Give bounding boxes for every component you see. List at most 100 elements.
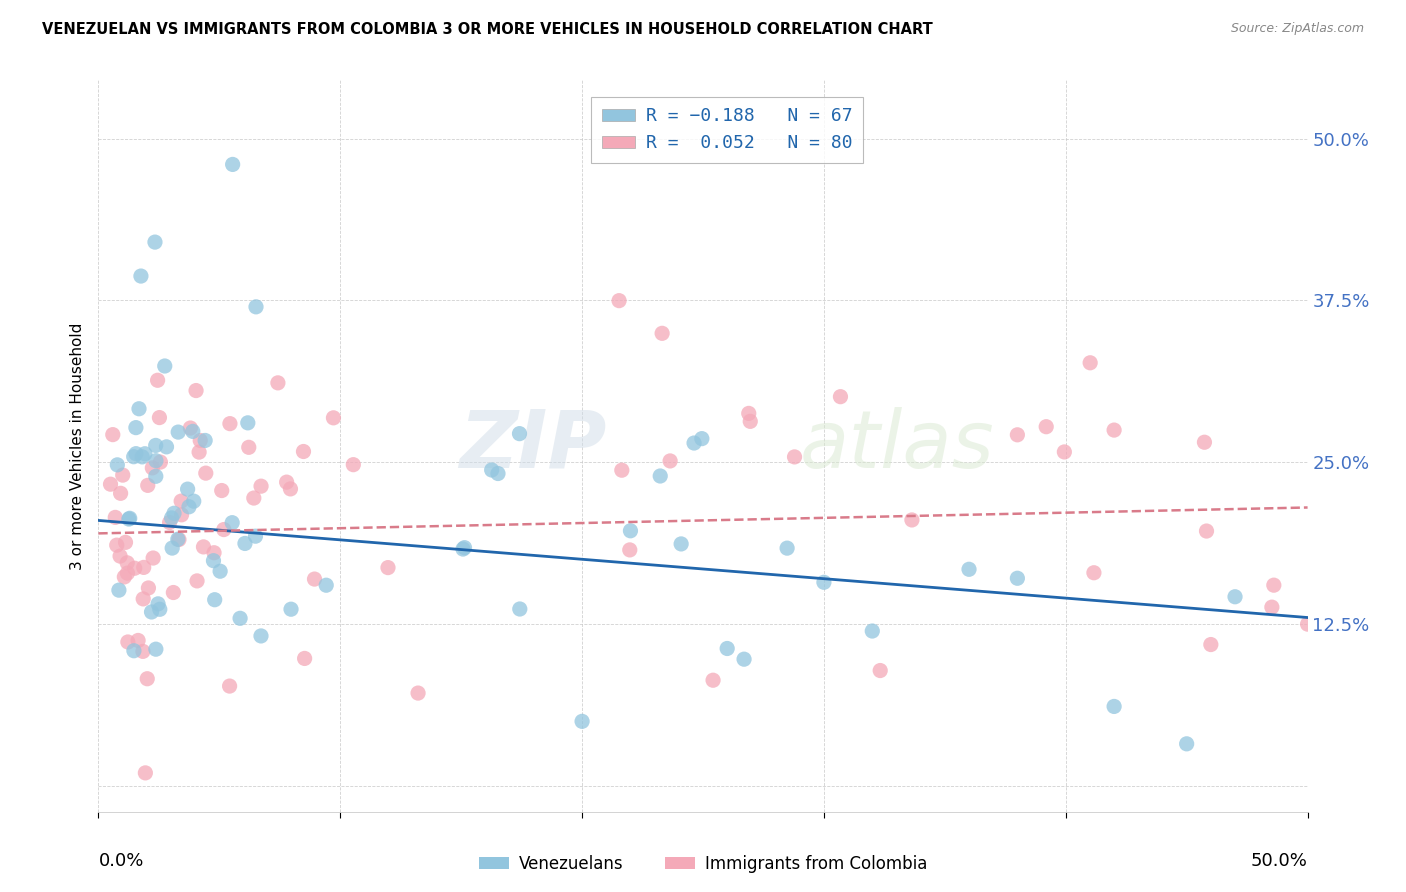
Point xyxy=(292,444,315,458)
Point xyxy=(145,453,167,467)
Point xyxy=(136,478,159,492)
Point xyxy=(138,581,160,595)
Point xyxy=(406,686,429,700)
Point xyxy=(776,541,799,556)
Point xyxy=(136,672,159,686)
Point xyxy=(1223,590,1246,604)
Point xyxy=(149,455,172,469)
Point xyxy=(188,445,211,459)
Point xyxy=(650,469,672,483)
Point xyxy=(167,425,190,439)
Point xyxy=(117,566,139,581)
Point xyxy=(145,438,167,452)
Point xyxy=(294,651,316,665)
Point xyxy=(193,540,215,554)
Point xyxy=(145,469,167,483)
Point xyxy=(1199,638,1222,652)
Point xyxy=(619,524,641,538)
Point xyxy=(607,293,630,308)
Point xyxy=(238,440,260,454)
Point xyxy=(860,624,883,638)
Point xyxy=(115,556,138,570)
Point xyxy=(1102,699,1125,714)
Point xyxy=(304,572,326,586)
Point xyxy=(146,597,169,611)
Point xyxy=(508,426,530,441)
Point xyxy=(1261,600,1284,615)
Point xyxy=(160,541,183,555)
Point xyxy=(702,673,724,688)
Point xyxy=(280,602,302,616)
Point xyxy=(481,463,503,477)
Point xyxy=(651,326,673,341)
Point xyxy=(100,477,122,491)
Text: 0.0%: 0.0% xyxy=(98,852,143,870)
Point xyxy=(132,591,155,606)
Point xyxy=(783,450,806,464)
Point xyxy=(236,416,259,430)
Point xyxy=(212,523,235,537)
Point xyxy=(1194,435,1216,450)
Point xyxy=(733,652,755,666)
Point xyxy=(101,427,124,442)
Point xyxy=(167,533,190,547)
Point xyxy=(112,570,135,584)
Text: atlas: atlas xyxy=(800,407,994,485)
Point xyxy=(245,529,267,543)
Point xyxy=(183,494,205,508)
Point xyxy=(143,235,166,249)
Point xyxy=(132,644,155,658)
Point xyxy=(610,463,633,477)
Y-axis label: 3 or more Vehicles in Household: 3 or more Vehicles in Household xyxy=(70,322,86,570)
Point xyxy=(245,300,267,314)
Point xyxy=(619,542,641,557)
Point xyxy=(125,447,148,461)
Point xyxy=(1175,737,1198,751)
Point xyxy=(1078,356,1101,370)
Point xyxy=(716,641,738,656)
Text: ZIP: ZIP xyxy=(458,407,606,485)
Point xyxy=(110,486,132,500)
Point xyxy=(141,605,163,619)
Point xyxy=(509,602,531,616)
Point xyxy=(233,536,256,550)
Point xyxy=(108,549,131,563)
Point xyxy=(118,512,141,526)
Point xyxy=(170,508,193,522)
Point xyxy=(159,516,181,530)
Point xyxy=(104,510,127,524)
Point xyxy=(276,475,298,490)
Point xyxy=(105,458,128,472)
Point xyxy=(219,417,242,431)
Point xyxy=(204,592,226,607)
Point xyxy=(322,410,344,425)
Point xyxy=(122,644,145,658)
Point xyxy=(149,602,172,616)
Point xyxy=(571,714,593,729)
Point xyxy=(453,541,475,555)
Point xyxy=(148,410,170,425)
Point xyxy=(202,546,225,560)
Point xyxy=(127,633,149,648)
Point xyxy=(1007,571,1029,585)
Point xyxy=(1053,445,1076,459)
Point xyxy=(188,434,211,448)
Point xyxy=(166,533,188,547)
Point xyxy=(957,562,980,576)
Point xyxy=(162,585,184,599)
Point xyxy=(111,468,134,483)
Legend: R = −0.188   N = 67, R =  0.052   N = 80: R = −0.188 N = 67, R = 0.052 N = 80 xyxy=(592,96,863,163)
Point xyxy=(184,384,207,398)
Point xyxy=(181,425,204,439)
Point xyxy=(117,635,139,649)
Point xyxy=(114,535,136,549)
Point xyxy=(683,436,706,450)
Point xyxy=(1083,566,1105,580)
Point xyxy=(134,447,156,461)
Point xyxy=(132,560,155,574)
Point xyxy=(315,578,337,592)
Point xyxy=(146,373,169,387)
Point xyxy=(280,482,302,496)
Point xyxy=(170,494,193,508)
Point xyxy=(1007,427,1029,442)
